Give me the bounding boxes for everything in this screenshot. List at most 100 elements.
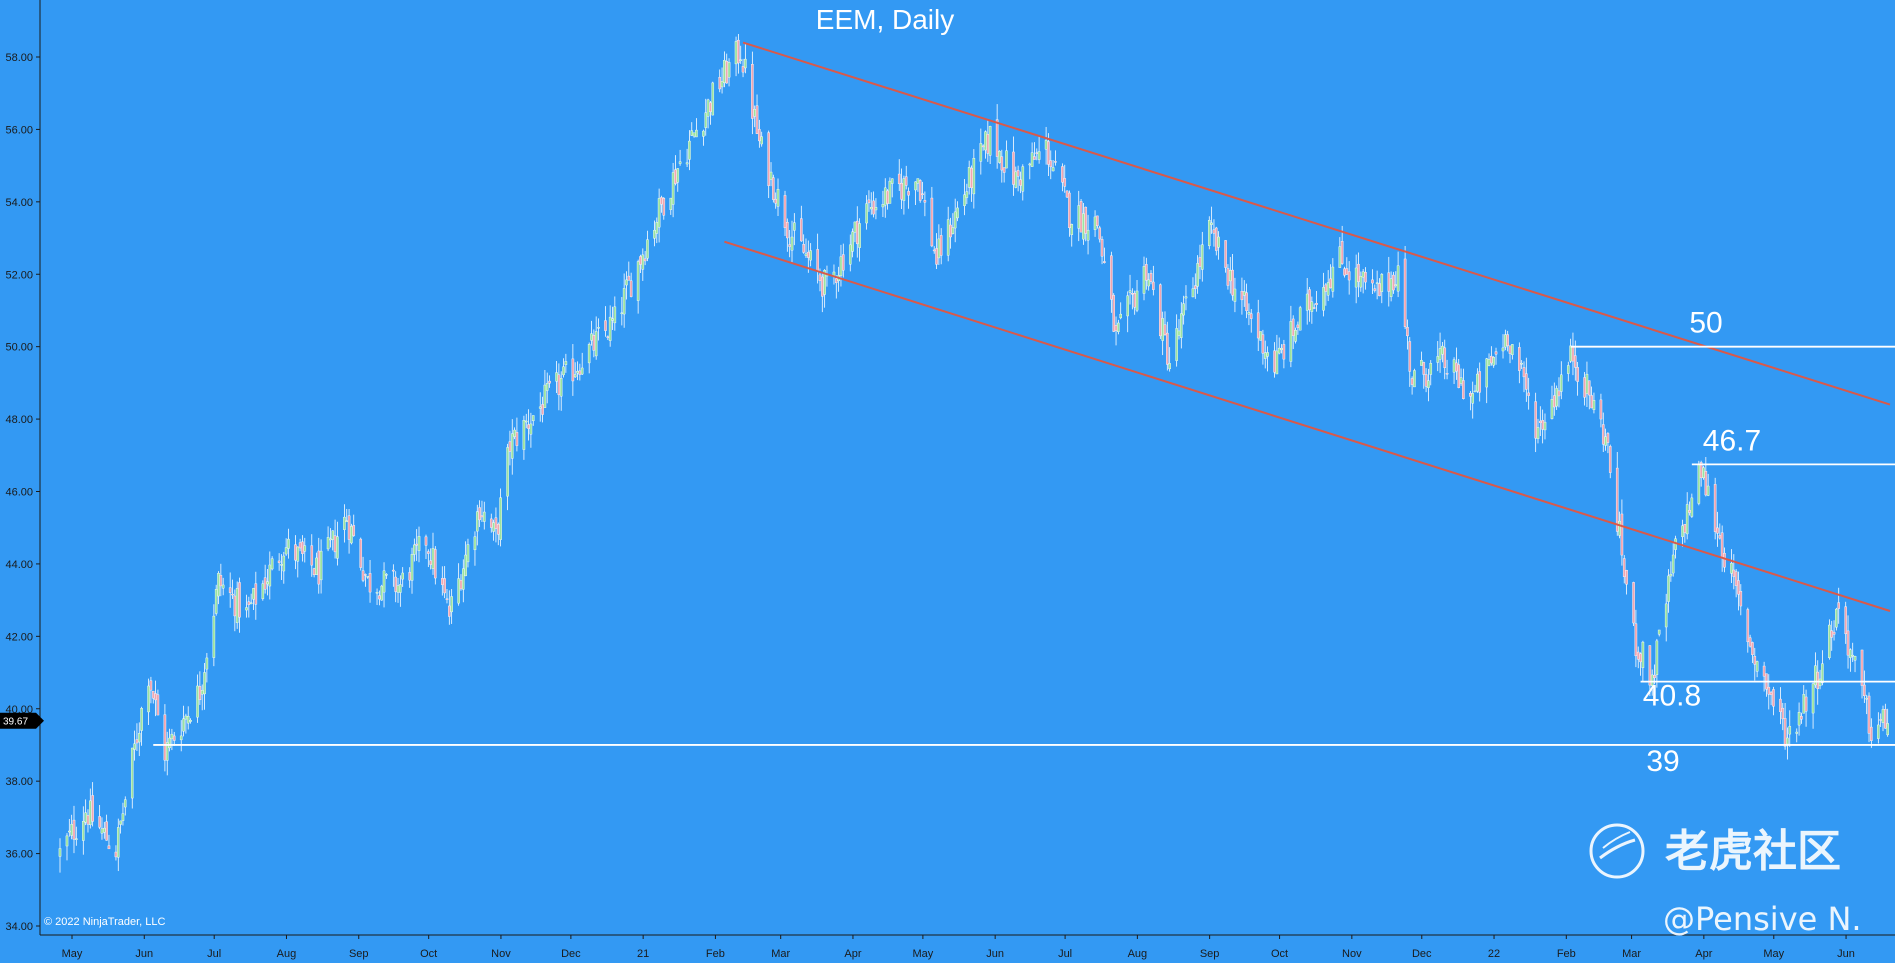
candle [858,218,861,262]
candle [249,593,253,605]
candle [1079,198,1083,233]
candle [739,45,743,64]
candle [1152,265,1155,296]
candle [121,802,125,826]
candle [562,358,565,378]
candle [1249,308,1253,333]
candle [107,834,111,850]
candle [119,820,122,834]
candle [494,507,498,543]
candle [946,206,950,262]
candle [399,575,402,607]
candle [1231,254,1234,301]
candle [1291,315,1295,350]
x-tick-label: May [62,948,83,960]
candle [1175,314,1178,367]
candle [1070,223,1074,247]
candle [1734,569,1738,598]
level-label-46.7: 46.7 [1703,424,1761,457]
candle [1863,670,1866,703]
candle [1326,270,1330,302]
candle [1657,629,1661,637]
x-tick-label: Apr [844,948,861,960]
candle [343,504,346,543]
candle [1634,609,1638,668]
candle [841,243,845,278]
candle [1671,543,1675,577]
candle [1601,412,1605,452]
candle [394,571,397,603]
candle [1641,640,1645,682]
candle [1207,216,1211,250]
candle [571,344,575,396]
candle [1445,359,1449,380]
candle [529,412,533,448]
candle [368,559,372,603]
y-tick-label: 42.00 [5,631,33,643]
candle [662,196,666,220]
candle [1587,380,1591,410]
x-tick-label: Jun [135,948,153,960]
candle [1282,339,1286,369]
candle [564,353,568,373]
candle [182,705,185,737]
channel-line-lower [724,240,1891,612]
candle [506,443,509,511]
candle [741,58,745,78]
candle [641,248,645,281]
candle [149,676,153,704]
candle [1566,361,1570,382]
candle [1800,712,1803,724]
candle [478,500,481,528]
x-tick-label: Sep [1200,948,1220,960]
y-tick-label: 36.00 [5,849,33,861]
candle [461,559,465,603]
candle [881,190,885,217]
candle [657,188,661,243]
candle [594,316,598,360]
candle [1049,150,1053,180]
candle [918,179,922,203]
candle [956,201,959,222]
candle [897,159,901,191]
candle [988,125,992,164]
candle [1846,615,1850,669]
candle [1457,358,1461,389]
candle [1669,561,1673,582]
candle [671,162,675,218]
candle [1772,686,1775,716]
candle [98,804,101,830]
candle [1256,299,1260,352]
candle [758,119,761,148]
candle [1599,393,1603,428]
candle [326,526,330,552]
candle [1098,225,1102,243]
candle [189,718,192,724]
candle [888,177,892,204]
y-tick-label: 48.00 [5,414,33,426]
candle [1119,302,1123,320]
candle [1245,283,1248,319]
candle [1473,384,1477,393]
level-label-39: 39 [1646,745,1679,778]
x-tick-label: Jul [1058,948,1072,960]
candle [627,261,631,281]
candle [769,162,773,187]
candle [727,58,731,87]
candle [310,534,314,577]
candle [212,604,216,667]
candle [1543,413,1547,440]
candle [1485,357,1489,404]
candle [1061,163,1064,192]
candle [156,689,160,716]
candle [65,833,69,861]
candle [1884,703,1887,729]
candle [1096,215,1099,229]
candle [524,413,528,429]
candle [1200,231,1204,282]
candle [1084,206,1088,242]
candle [1851,642,1855,663]
candle [1506,330,1509,352]
candle [1149,270,1153,285]
candle [336,521,339,566]
